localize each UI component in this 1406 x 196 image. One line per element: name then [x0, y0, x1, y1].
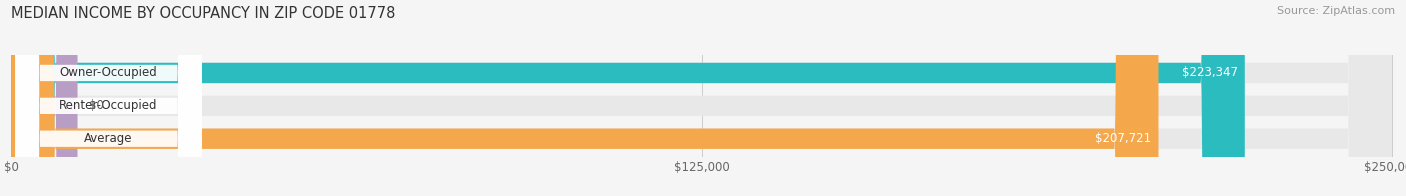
Text: Average: Average [84, 132, 132, 145]
FancyBboxPatch shape [11, 0, 1392, 196]
Text: Owner-Occupied: Owner-Occupied [59, 66, 157, 79]
FancyBboxPatch shape [11, 0, 1159, 196]
FancyBboxPatch shape [15, 0, 202, 196]
FancyBboxPatch shape [15, 0, 202, 196]
Text: $0: $0 [89, 99, 104, 112]
FancyBboxPatch shape [11, 0, 77, 196]
FancyBboxPatch shape [11, 0, 1244, 196]
FancyBboxPatch shape [11, 0, 1392, 196]
Text: $207,721: $207,721 [1095, 132, 1152, 145]
FancyBboxPatch shape [15, 0, 202, 196]
Text: Source: ZipAtlas.com: Source: ZipAtlas.com [1277, 6, 1395, 16]
Text: $223,347: $223,347 [1182, 66, 1237, 79]
Text: MEDIAN INCOME BY OCCUPANCY IN ZIP CODE 01778: MEDIAN INCOME BY OCCUPANCY IN ZIP CODE 0… [11, 6, 395, 21]
Text: Renter-Occupied: Renter-Occupied [59, 99, 157, 112]
FancyBboxPatch shape [11, 0, 1392, 196]
